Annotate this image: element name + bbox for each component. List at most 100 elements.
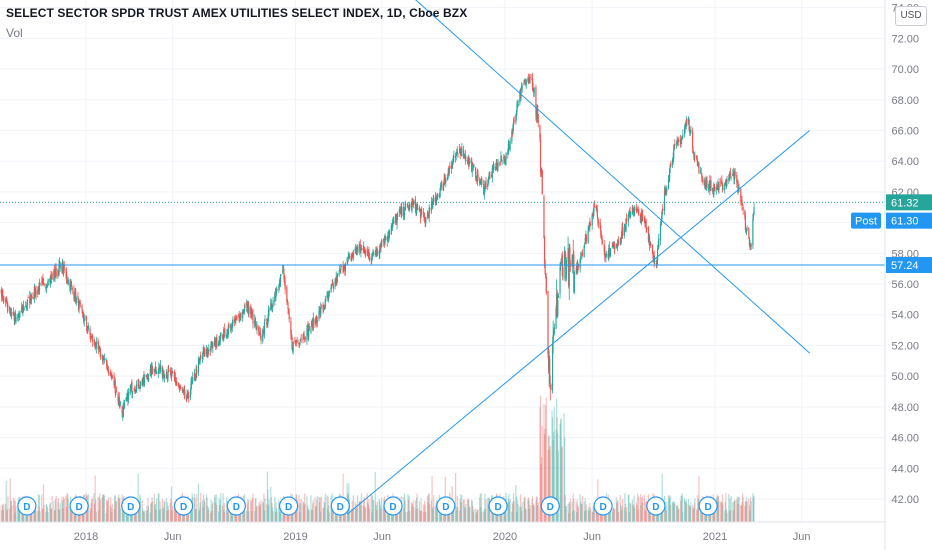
volume-bar [139,497,142,522]
candle-body [720,182,722,184]
volume-bar [580,501,582,522]
candle-body [268,308,270,312]
volume-bar [413,507,415,522]
candle-body [508,145,510,147]
volume-bar [224,511,226,522]
volume-bar [138,501,140,522]
candle-body [83,317,85,322]
candle-body [521,85,523,89]
candle-body [393,221,395,224]
volume-bar [53,500,55,522]
volume-bar [551,417,554,522]
volume-bar [677,505,679,522]
candle-body [174,377,177,383]
candle-body [644,219,646,224]
candle-body [318,310,320,320]
volume-bar [640,497,643,522]
dividend-marker [593,496,613,516]
candle-body [416,206,418,210]
candle-body [597,217,599,224]
candle-body [663,190,666,212]
volume-bar [630,503,632,522]
volume-bar [746,501,748,522]
volume-bar [665,506,667,522]
volume-bar [725,492,727,522]
volume-bar [165,498,167,522]
volume-bar [662,504,664,522]
volume-bar [199,508,201,522]
volume-bar [581,496,584,522]
volume-bar [268,499,270,522]
volume-bar [348,499,351,522]
candle-body [111,376,113,378]
candle-body [479,182,481,185]
volume-bar [541,425,543,522]
candle-body [17,316,19,318]
volume-bar [59,509,61,522]
volume-bar [738,497,740,522]
candle-body [395,215,397,218]
candle-body [651,244,654,254]
candle-body [382,239,384,242]
volume-bar [352,509,354,522]
candle-body [338,272,340,276]
volume-bar [29,508,31,522]
candle-body [371,254,373,258]
volume-bar [547,436,550,522]
volume-bar [288,511,290,522]
volume-bar [575,502,577,522]
volume-bar [459,510,461,522]
volume-bar [749,497,752,522]
candle-body [228,323,230,328]
dividend-marker-label: D [285,502,292,513]
candle-body [166,376,169,380]
candle-body [7,306,9,308]
volume-bar [592,512,594,522]
dividend-marker [383,496,403,516]
candle-body [11,312,13,314]
volume-bar [689,505,691,522]
volume-bar [464,506,466,522]
volume-bar [279,508,282,522]
candle-body [91,334,93,342]
volume-bar [336,508,338,522]
volume-bar [415,509,417,522]
volume-bar [425,511,427,522]
currency-button[interactable]: USD [895,6,927,26]
candle-body [380,241,383,247]
candle-body [561,255,563,277]
candle-body [69,282,72,290]
volume-bar [503,504,505,522]
volume-bar [628,512,631,522]
price-tick-label: 48.00 [891,402,919,414]
candle-body [283,272,285,279]
candle-body [9,310,11,312]
candle-body [271,306,274,309]
volume-bar [740,504,742,522]
candle-body [364,250,367,256]
volume-bar [118,499,120,522]
volume-bar [102,494,104,522]
candle-body [308,325,310,331]
volume-bar [114,495,116,522]
volume-bar [573,498,575,522]
candle-body [208,348,210,352]
candle-body [483,191,485,196]
candle-body [267,309,270,320]
candle-body [563,267,565,279]
level-price-badge [886,256,932,273]
volume-bar [616,503,618,522]
candle-body [154,370,156,371]
volume-bar [368,508,371,522]
candle-body [752,214,755,218]
volume-bar [539,395,542,522]
candle-body [147,377,150,382]
volume-bar [516,511,518,522]
candle-body [138,379,140,388]
volume-bar [6,510,8,522]
candle-body [390,226,392,235]
candle-body [517,103,519,106]
candle-body [379,245,381,254]
